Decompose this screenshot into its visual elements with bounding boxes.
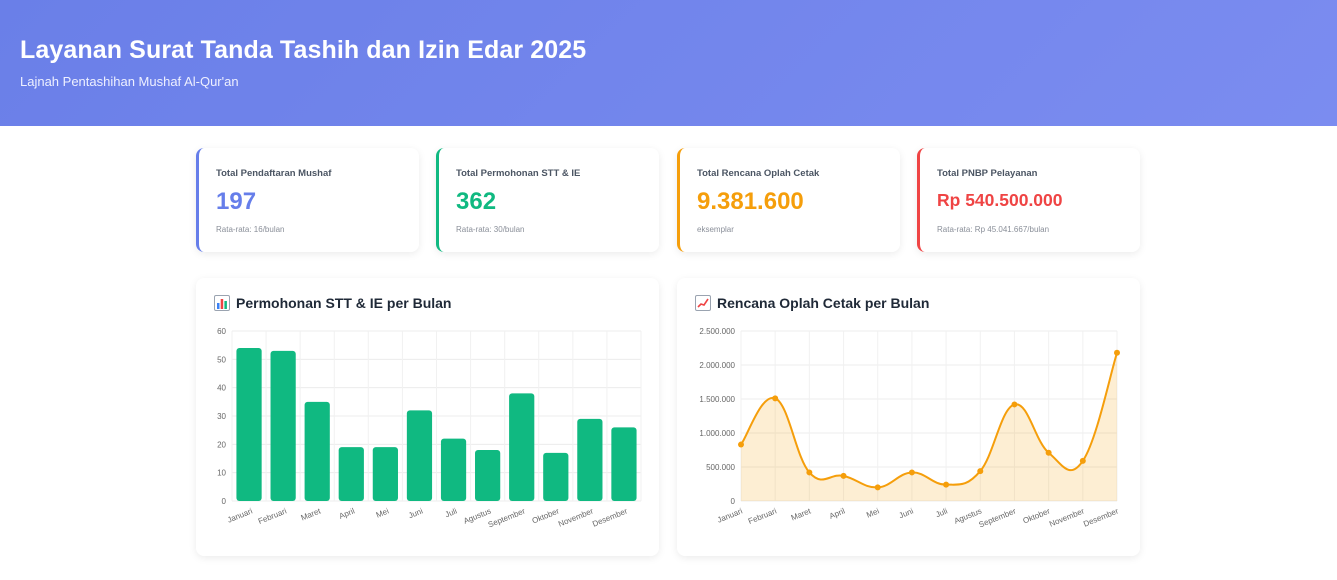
- data-point: [908, 469, 915, 476]
- bar: [577, 418, 603, 501]
- page-title: Layanan Surat Tanda Tashih dan Izin Edar…: [20, 36, 587, 64]
- x-tick-label: Juni: [898, 506, 915, 520]
- line-chart: 0 500.000 1.000.000 1.500.000 2.000.000 2.500…: [699, 327, 1120, 530]
- page-subtitle: Lajnah Pentashihan Mushaf Al-Qur'an: [20, 74, 239, 89]
- stat-card-pendaftaran: Total Pendaftaran Mushaf 197 Rata-rata: …: [196, 148, 419, 252]
- stat-label: Total Permohonan STT & IE: [456, 168, 581, 179]
- x-tick-label: September: [978, 506, 1018, 529]
- y-tick-label: 10: [217, 469, 226, 478]
- stat-value: Rp 540.500.000: [937, 190, 1063, 210]
- series-line: [740, 352, 1118, 489]
- x-tick-label: Juli: [444, 506, 459, 519]
- bar-chart-icon: [214, 295, 230, 311]
- bar-chart-title-row: Permohonan STT & IE per Bulan: [214, 295, 451, 311]
- data-point: [1011, 401, 1018, 408]
- y-tick-label: 1.500.000: [699, 395, 735, 404]
- stat-sub: eksemplar: [697, 225, 734, 234]
- x-tick-label: Maret: [300, 506, 323, 522]
- bar-chart-title: Permohonan STT & IE per Bulan: [236, 295, 452, 311]
- x-tick-label: April: [338, 506, 356, 520]
- stat-label: Total Rencana Oplah Cetak: [697, 168, 820, 179]
- data-point: [840, 472, 847, 479]
- bar: [236, 348, 262, 501]
- bar: [406, 410, 433, 501]
- bar: [543, 452, 569, 501]
- trend-up-icon: [695, 295, 711, 311]
- stat-sub: Rata-rata: 16/bulan: [216, 225, 285, 234]
- area-fill: [741, 352, 1117, 501]
- page-header: Layanan Surat Tanda Tashih dan Izin Edar…: [0, 0, 1337, 126]
- bar: [338, 447, 364, 501]
- stat-value: 9.381.600: [697, 188, 804, 215]
- y-tick-label: 40: [217, 384, 226, 393]
- data-point: [806, 469, 813, 476]
- stat-value: 362: [456, 188, 497, 215]
- stat-card-oplah: Total Rencana Oplah Cetak 9.381.600 ekse…: [677, 148, 900, 252]
- y-tick-label: 60: [217, 327, 226, 336]
- bar: [372, 447, 398, 501]
- stat-value: 197: [216, 188, 257, 215]
- y-tick-label: 500.000: [706, 463, 735, 472]
- y-tick-label: 2.000.000: [699, 361, 735, 370]
- x-tick-label: Januari: [716, 506, 744, 524]
- stat-label: Total PNBP Pelayanan: [937, 168, 1038, 179]
- data-point: [943, 481, 950, 488]
- x-tick-label: Maret: [790, 506, 813, 522]
- data-point: [874, 484, 881, 491]
- y-tick-label: 0: [222, 497, 227, 506]
- x-tick-label: Oktober: [531, 506, 561, 525]
- y-tick-label: 2.500.000: [699, 327, 735, 336]
- data-point: [1079, 457, 1086, 464]
- x-tick-label: April: [828, 506, 846, 520]
- x-tick-label: Februari: [257, 506, 288, 526]
- x-tick-label: November: [1048, 506, 1086, 528]
- data-point: [1045, 449, 1052, 456]
- line-chart-panel: 0 500.000 1.000.000 1.500.000 2.000.000 2.500…: [677, 278, 1140, 556]
- x-tick-label: Desember: [591, 506, 629, 528]
- x-tick-label: Januari: [226, 506, 254, 524]
- data-point: [1114, 349, 1120, 356]
- data-point: [977, 468, 984, 475]
- x-tick-label: November: [557, 506, 595, 528]
- y-tick-label: 50: [217, 355, 226, 364]
- bar: [440, 438, 467, 501]
- bar: [270, 350, 296, 501]
- y-tick-label: 30: [217, 412, 226, 421]
- stat-sub: Rata-rata: Rp 45.041.667/bulan: [937, 225, 1050, 234]
- x-tick-label: Desember: [1082, 506, 1120, 528]
- x-tick-label: Mei: [865, 506, 881, 519]
- x-tick-label: September: [487, 506, 527, 529]
- y-tick-label: 20: [217, 440, 226, 449]
- bar: [475, 450, 501, 501]
- x-tick-label: Juni: [407, 506, 424, 520]
- stat-sub: Rata-rata: 30/bulan: [456, 225, 525, 234]
- x-tick-label: Juli: [934, 506, 949, 519]
- x-tick-label: Oktober: [1022, 506, 1052, 525]
- x-tick-label: Mei: [375, 506, 391, 519]
- y-tick-label: 0: [731, 497, 736, 506]
- line-chart-title: Rencana Oplah Cetak per Bulan: [717, 295, 930, 311]
- y-tick-label: 1.000.000: [699, 429, 735, 438]
- data-point: [772, 395, 779, 402]
- bar-chart-panel: 0 10 20 30 40 50 60 Januari Februari Maret April Me…: [196, 278, 659, 556]
- line-chart-title-row: Rencana Oplah Cetak per Bulan: [695, 295, 929, 311]
- bar-chart: 0 10 20 30 40 50 60 Januari Februari Maret April Me…: [217, 327, 642, 530]
- data-point: [738, 441, 744, 448]
- x-tick-label: Februari: [747, 506, 778, 526]
- stat-card-permohonan: Total Permohonan STT & IE 362 Rata-rata:…: [436, 148, 659, 252]
- bar: [509, 393, 535, 501]
- stat-label: Total Pendaftaran Mushaf: [216, 168, 332, 179]
- stat-card-pnbp: Total PNBP Pelayanan Rp 540.500.000 Rata…: [917, 148, 1140, 252]
- bar: [304, 401, 330, 501]
- bar: [611, 427, 637, 501]
